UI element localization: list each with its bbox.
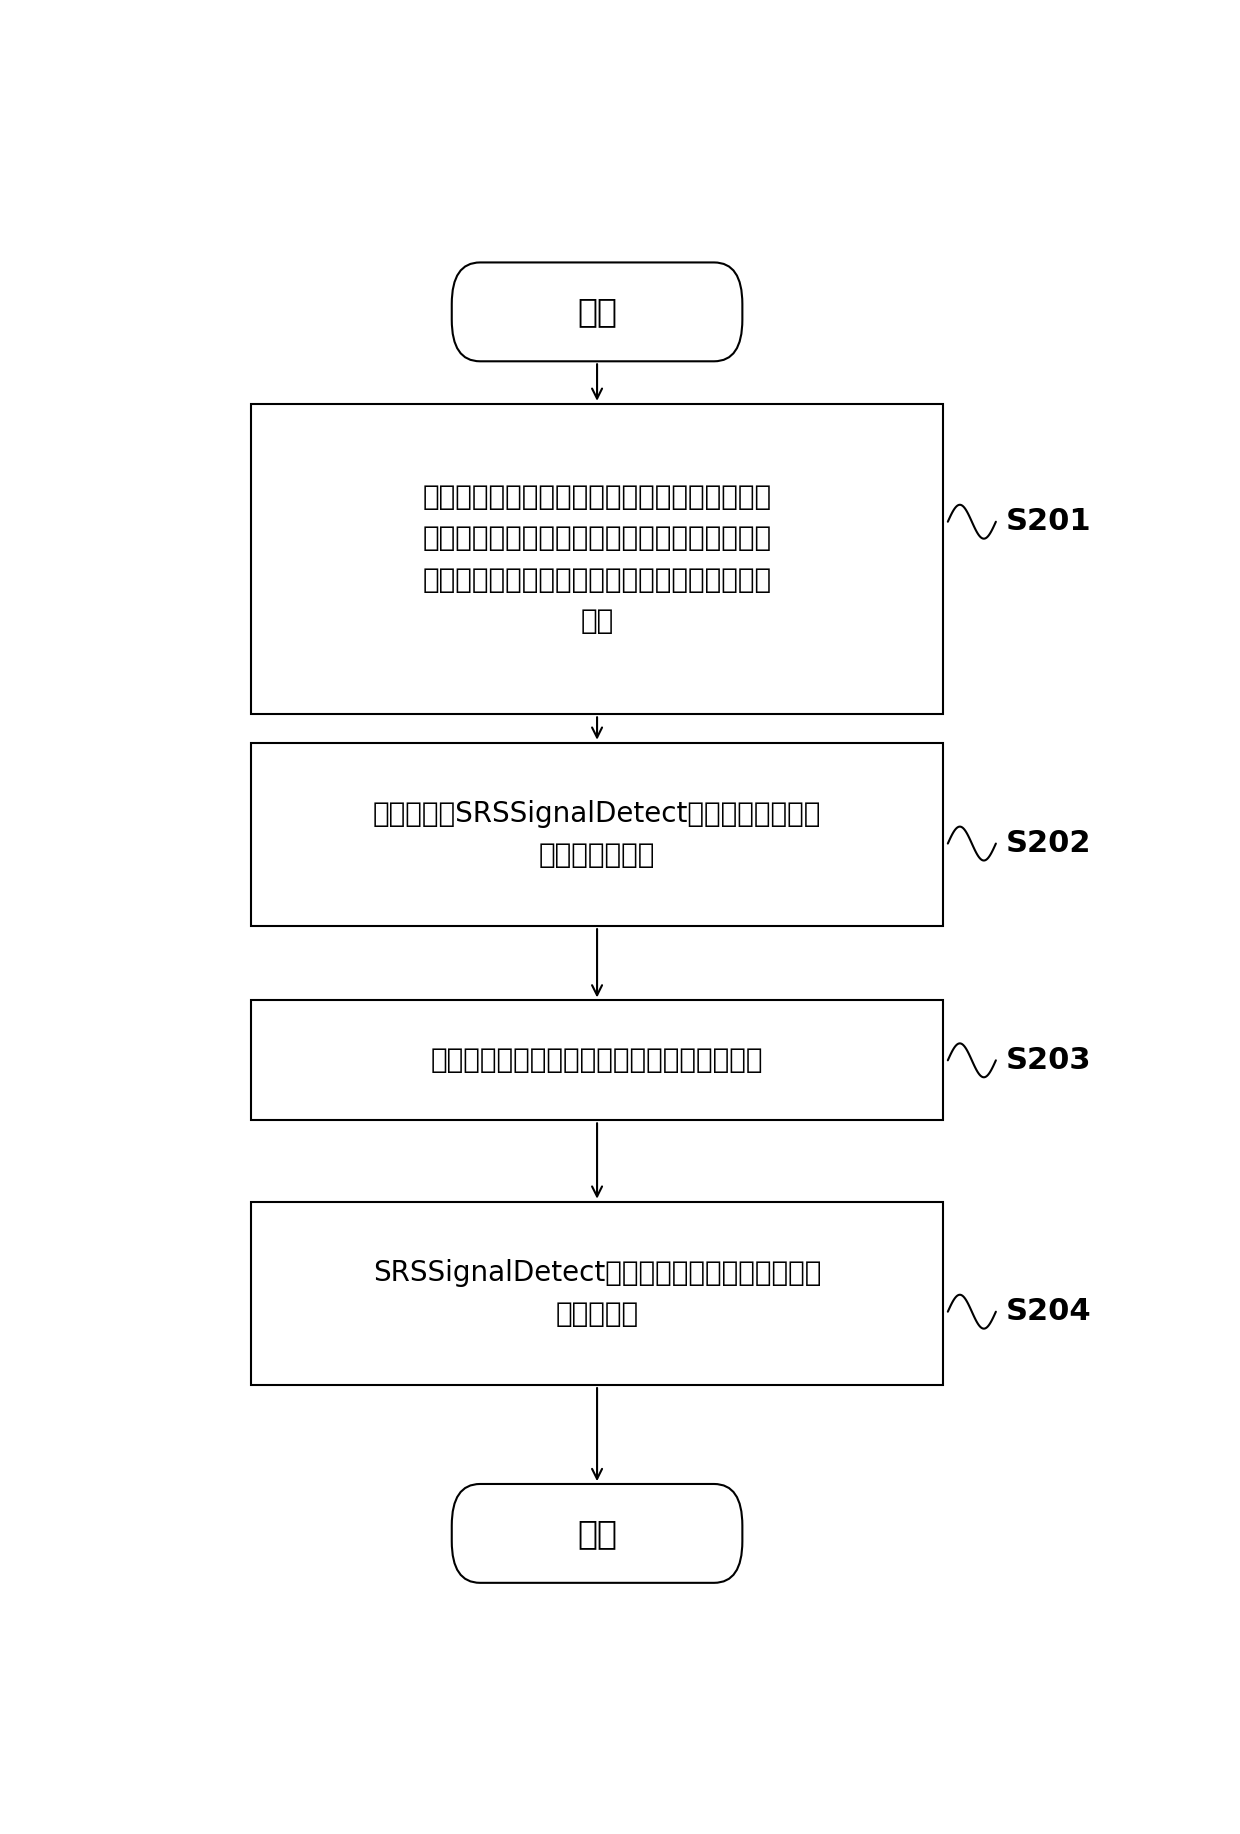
- FancyBboxPatch shape: [451, 1484, 743, 1583]
- Text: 结束: 结束: [577, 1517, 618, 1550]
- Text: 实时模拟安全气囊发生碰撞后的模拟变化信号: 实时模拟安全气囊发生碰撞后的模拟变化信号: [430, 1047, 764, 1075]
- Text: S201: S201: [1006, 508, 1091, 536]
- Bar: [250, 743, 942, 926]
- Text: 确定模拟电压生成信号，所述模拟电压生成信号
至少包括模拟正常生成信号、碰撞发生后的模拟
碰撞生成信号、未连接状态下的模拟未连接生成
信号: 确定模拟电压生成信号，所述模拟电压生成信号 至少包括模拟正常生成信号、碰撞发生后…: [423, 482, 771, 635]
- Text: S202: S202: [1006, 829, 1091, 858]
- Text: S204: S204: [1006, 1297, 1091, 1326]
- Bar: [250, 1000, 942, 1121]
- Text: 基于不同的SRSSignalDetect软件对模拟电压生
成信号进行调整: 基于不同的SRSSignalDetect软件对模拟电压生 成信号进行调整: [373, 800, 821, 869]
- Text: S203: S203: [1006, 1045, 1091, 1075]
- Text: 开始: 开始: [577, 295, 618, 328]
- Bar: [250, 1201, 942, 1385]
- Text: SRSSignalDetect软件基于所述模拟变化信号作
出响应指令: SRSSignalDetect软件基于所述模拟变化信号作 出响应指令: [373, 1258, 821, 1328]
- FancyBboxPatch shape: [451, 262, 743, 361]
- Bar: [250, 403, 942, 713]
